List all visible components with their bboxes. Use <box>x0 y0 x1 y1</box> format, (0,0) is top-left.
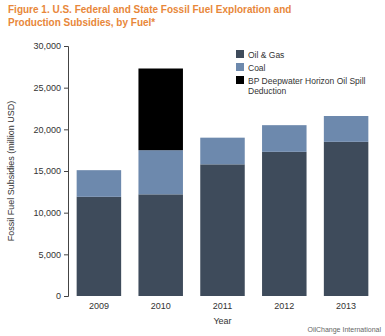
chart: Figure 1. U.S. Federal and State Fossil … <box>0 0 385 336</box>
bar <box>200 164 244 296</box>
text-line: Deduction <box>248 86 287 96</box>
bar <box>138 69 182 151</box>
tick-mark <box>64 213 68 214</box>
tick: 0 <box>56 291 68 301</box>
tick-label: 25,000 <box>33 83 61 93</box>
tick-label: 30,000 <box>33 41 61 51</box>
tick: 2013 <box>336 296 356 311</box>
tick: 10,000 <box>33 208 68 218</box>
bar <box>324 116 368 142</box>
bar <box>138 194 182 296</box>
tick: 2011 <box>213 296 232 311</box>
source: OilChange International <box>307 326 381 334</box>
bar <box>262 125 306 152</box>
text-line: Coal <box>248 63 266 73</box>
bar <box>200 138 244 165</box>
tick: 25,000 <box>33 83 68 93</box>
x-axis-title: Year <box>213 316 231 326</box>
tick-mark <box>64 254 68 255</box>
legend-swatch <box>236 50 244 58</box>
y-axis-title: Fossil Fuel Subsidies (million USD) <box>6 101 16 242</box>
text-line: Oil & Gas <box>248 50 284 60</box>
tick: 2012 <box>274 296 294 311</box>
tick-label: 2009 <box>89 301 109 311</box>
tick-label: 15,000 <box>33 166 61 176</box>
legend-swatch <box>236 63 244 71</box>
tick-label: 5,000 <box>38 250 61 260</box>
tick-label: 2010 <box>151 301 171 311</box>
tick: 2009 <box>89 296 109 311</box>
bars <box>77 69 369 297</box>
bar <box>77 197 121 296</box>
bar <box>77 170 121 197</box>
tick-mark <box>64 171 68 172</box>
tick-mark <box>64 88 68 89</box>
legend-label: BP Deepwater Horizon Oil Spill Deduction <box>248 76 368 96</box>
tick-label: 2013 <box>336 301 356 311</box>
bar <box>324 142 368 296</box>
tick: 2010 <box>151 296 171 311</box>
text-line: BP Deepwater Horizon Oil Spill <box>248 76 368 86</box>
tick-label: 2011 <box>213 301 232 311</box>
title: Figure 1. U.S. Federal and State Fossil … <box>8 4 294 28</box>
tick-mark <box>64 296 68 297</box>
tick-mark <box>64 129 68 130</box>
tick-label: 20,000 <box>33 125 61 135</box>
x-axis: 2009 2010 2011 2012 2013 <box>89 296 356 311</box>
tick: 5,000 <box>38 250 68 260</box>
legend: Oil & Gas Coal BP Deepwater Horizon Oil Sp… <box>236 50 368 96</box>
tick-label: 0 <box>56 291 61 301</box>
tick-mark <box>64 46 68 47</box>
tick-label: 10,000 <box>33 208 61 218</box>
tick: 30,000 <box>33 41 68 51</box>
tick: 20,000 <box>33 125 68 135</box>
text-line: Production Subsidies, by Fuel* <box>8 17 155 28</box>
legend-label: Oil & Gas <box>248 50 284 60</box>
bar <box>262 152 306 296</box>
y-axis: 0 5,000 10,000 15,000 20,000 25,000 30,000 <box>33 41 68 301</box>
legend-swatch <box>236 76 244 84</box>
tick: 15,000 <box>33 166 68 176</box>
plot: 0 5,000 10,000 15,000 20,000 25,000 30,000 2009… <box>33 41 368 311</box>
legend-label: Coal <box>248 63 266 73</box>
axis-line <box>64 47 69 297</box>
text-line: Figure 1. U.S. Federal and State Fossil … <box>8 4 294 15</box>
bar <box>138 150 182 194</box>
tick-label: 2012 <box>274 301 294 311</box>
